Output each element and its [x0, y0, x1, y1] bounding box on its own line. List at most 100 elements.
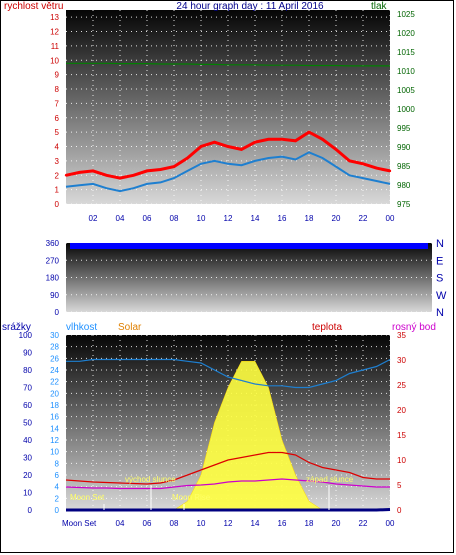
rain-tick-label: 100: [19, 331, 33, 340]
humidity-tick-label: 4: [55, 483, 60, 492]
left-tick-label: 2: [55, 171, 60, 180]
compass-label: W: [436, 290, 447, 302]
left-tick-label: 1: [55, 186, 60, 195]
y-axis-label-left: rychlost větru: [4, 1, 63, 12]
dewpoint-series: [65, 478, 390, 490]
humidity-axis-label: vlhkost: [66, 322, 97, 333]
wind-point: [375, 166, 378, 170]
x-tick-label: 10: [197, 519, 206, 528]
compass-label: N: [436, 238, 444, 250]
direction-tick-label: 0: [55, 308, 60, 317]
x-tick-label: 10: [197, 214, 206, 223]
humidity-tick-label: 6: [55, 471, 60, 480]
wind-point: [240, 148, 243, 151]
left-tick-label: 9: [55, 71, 60, 80]
right-tick-label: 1010: [397, 67, 415, 76]
x-tick-label: 04: [116, 214, 125, 223]
temperature-series: [65, 451, 390, 485]
left-tick-label: 4: [55, 143, 60, 152]
right-tick-label: 1000: [397, 105, 415, 114]
direction-tick-label: 180: [46, 274, 60, 283]
left-tick-label: 6: [55, 114, 60, 123]
rain-tick-label: 80: [23, 366, 32, 375]
rain-tick-label: 70: [23, 384, 32, 393]
chart-title: 24 hour graph day : 11 April 2016: [176, 1, 324, 12]
direction-tick-label: 270: [46, 256, 60, 265]
annotation: západ slunce: [306, 475, 354, 484]
wind-point: [118, 176, 122, 180]
compass-label: E: [436, 255, 443, 267]
temp-tick-label: 10: [397, 456, 406, 465]
x-tick-label: 22: [359, 519, 368, 528]
rain-tick-label: 90: [23, 349, 32, 358]
humidity-tick-label: 18: [50, 401, 59, 410]
right-tick-label: 1025: [397, 10, 415, 19]
rain-tick-label: 40: [23, 436, 32, 445]
wind-point: [159, 168, 162, 171]
x-tick-label: 22: [359, 214, 368, 223]
wind-point: [186, 156, 189, 160]
wind-point: [213, 141, 216, 144]
wind-point: [78, 171, 81, 174]
temp-tick-label: 25: [397, 381, 406, 390]
x-tick-label: 12: [224, 214, 233, 223]
wind-point: [294, 139, 297, 142]
wind-point: [253, 141, 257, 144]
right-tick-label: 1015: [397, 48, 415, 57]
wind-point: [199, 145, 203, 148]
humidity-tick-label: 30: [50, 331, 59, 340]
rain-series: [66, 508, 391, 512]
humidity-tick-label: 22: [50, 378, 59, 387]
humidity-tick-label: 0: [55, 506, 60, 515]
right-tick-label: 990: [397, 143, 411, 152]
compass-label: N: [436, 307, 444, 319]
direction-tick-label: 360: [46, 239, 60, 248]
dewpoint-axis-label: rosný bod: [392, 322, 436, 333]
x-tick-label: 12: [224, 519, 233, 528]
wind-point: [132, 174, 135, 177]
wind-point: [105, 174, 108, 177]
left-tick-label: 13: [50, 13, 59, 22]
x-tick-label: 18: [305, 519, 314, 528]
wind-point: [361, 162, 365, 165]
wind-point: [145, 169, 149, 173]
rain-tick-label: 0: [28, 506, 33, 515]
right-tick-label: 975: [397, 200, 411, 209]
direction-series: [70, 243, 428, 249]
x-tick-label: 02: [89, 214, 98, 223]
rain-tick-label: 10: [23, 489, 32, 498]
humidity-tick-label: 8: [55, 459, 60, 468]
x-tick-label: 08: [170, 214, 179, 223]
gust_shadow-series: [65, 151, 391, 193]
temp-tick-label: 20: [397, 406, 406, 415]
moon-set-axis-label: Moon Set: [62, 519, 97, 528]
annotation: Moon Set: [70, 493, 105, 502]
x-tick-label: 06: [143, 519, 152, 528]
y-axis-label-right: tlak: [371, 1, 388, 12]
right-tick-label: 980: [397, 181, 411, 190]
right-tick-label: 1005: [397, 86, 415, 95]
left-tick-label: 10: [50, 56, 59, 65]
rain-tick-label: 30: [23, 454, 32, 463]
pressure-series: [66, 62, 390, 67]
x-tick-label: 06: [143, 214, 152, 223]
x-tick-label: 16: [278, 519, 287, 528]
humidity-tick-label: 24: [50, 366, 59, 375]
rain-axis-label: srážky: [2, 322, 31, 333]
humidity-tick-label: 14: [50, 424, 59, 433]
left-tick-label: 11: [51, 42, 60, 51]
wind-point: [307, 130, 311, 134]
temp-tick-label: 5: [397, 481, 402, 490]
humidity-tick-label: 16: [50, 413, 59, 422]
left-tick-label: 7: [55, 99, 60, 108]
x-tick-label: 18: [305, 214, 314, 223]
rain-tick-label: 60: [23, 401, 32, 410]
wind-point: [226, 145, 230, 148]
temp-tick-label: 35: [397, 331, 406, 340]
humidity-tick-label: 26: [50, 354, 59, 363]
x-tick-label: 04: [116, 519, 125, 528]
wind-point: [388, 169, 392, 173]
x-tick-label: 08: [170, 519, 179, 528]
left-tick-label: 12: [50, 28, 59, 37]
